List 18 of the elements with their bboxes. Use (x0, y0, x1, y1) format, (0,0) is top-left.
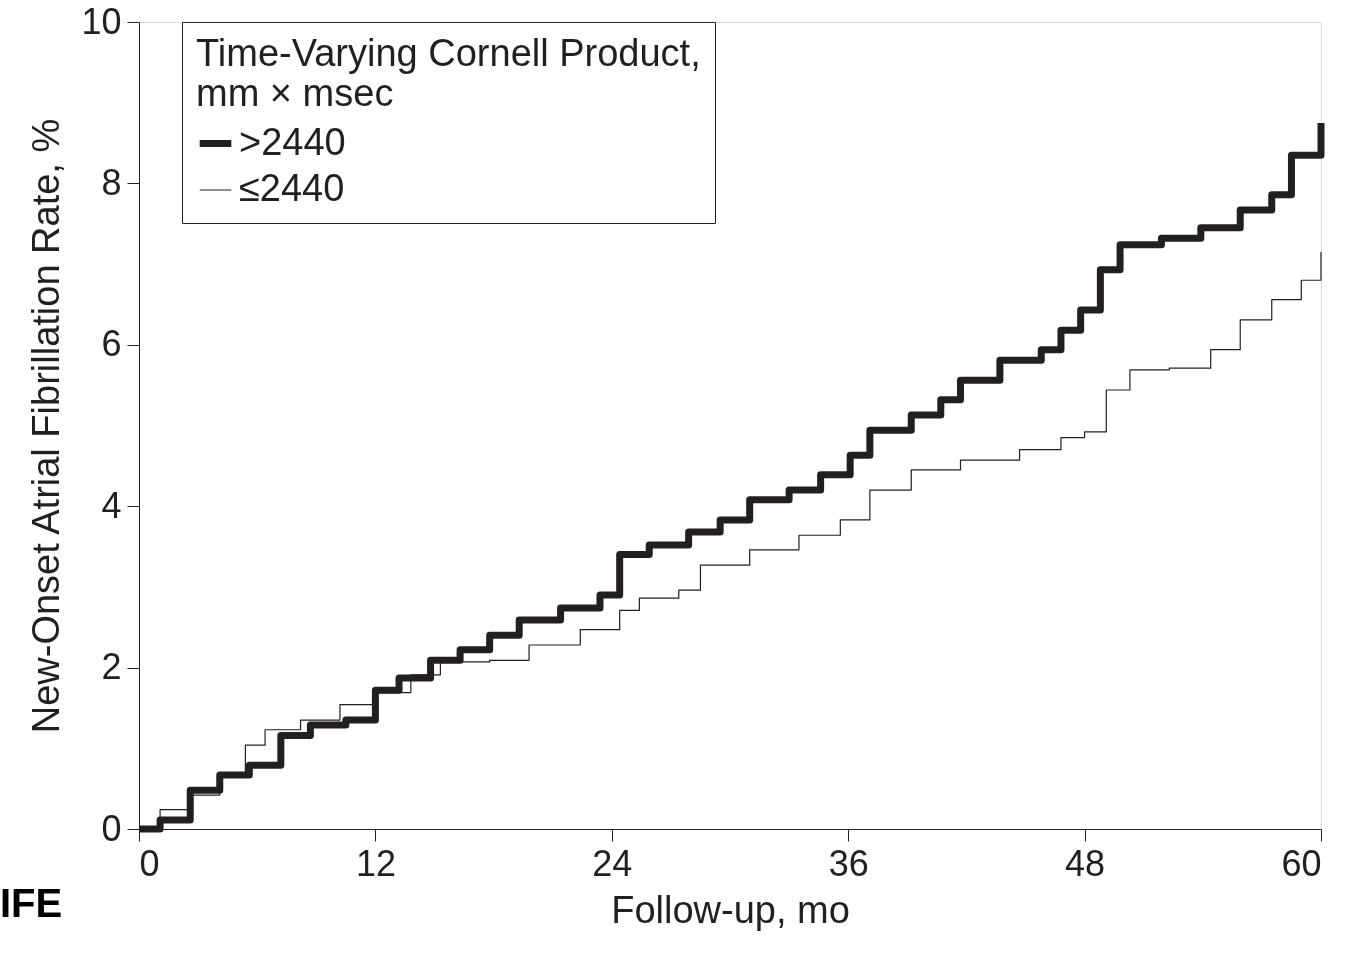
x-tick-label: 36 (828, 842, 869, 884)
y-axis-title: New-Onset Atrial Fibrillation Rate, % (25, 118, 68, 734)
y-tick-label: 2 (101, 646, 122, 688)
text: IFE (0, 881, 63, 925)
x-tick-label: 60 (1281, 842, 1322, 884)
legend-label: ≤2440 (239, 167, 345, 209)
x-tick-label: 0 (139, 842, 160, 884)
x-tick-label: 48 (1065, 842, 1106, 884)
y-tick-label: 6 (101, 323, 122, 365)
y-tick-label: 8 (101, 161, 122, 203)
y-tick-label: 4 (101, 484, 122, 526)
y-tick-label: 0 (101, 807, 122, 849)
legend-label: >2440 (239, 120, 346, 163)
legend-title: Time-Varying Cornell Product, mm × msec (196, 32, 701, 114)
x-tick-label: 24 (592, 842, 633, 884)
y-tick-label: 10 (81, 0, 122, 42)
x-axis-title: Follow-up, mo (611, 888, 850, 931)
x-tick-label: 12 (355, 842, 396, 884)
